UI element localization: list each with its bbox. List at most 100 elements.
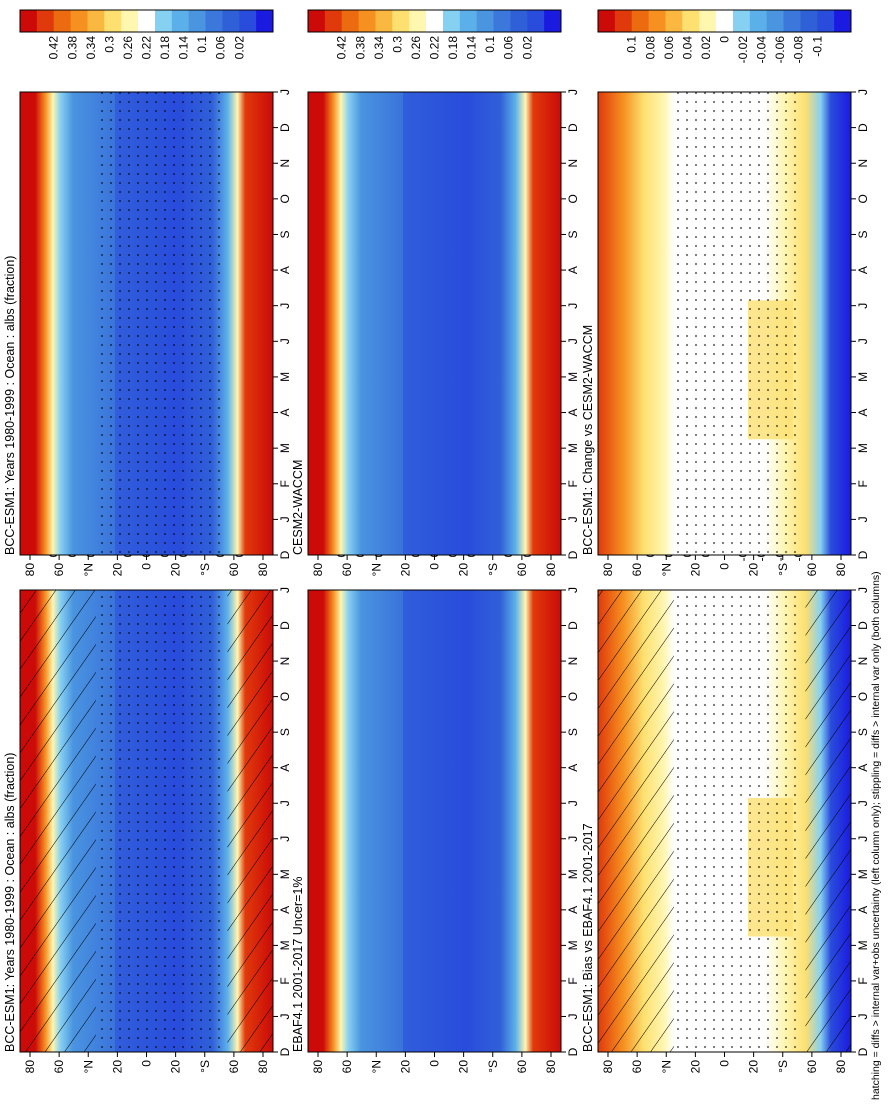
month-tick-label: S [566,728,580,736]
lat-tick-label: 20 [110,563,124,577]
month-tick-label: D [278,123,292,132]
colorbar-swatch [239,10,257,32]
month-tick-label: J [856,1013,870,1019]
month-tick-label: S [566,230,580,238]
month-tick-label: J [566,1013,580,1019]
lat-tick-label: 60 [630,1060,644,1074]
lat-tick-label: 80 [834,1060,848,1074]
colorbar-tick-label: 0.1 [483,36,497,53]
colorbar-tick-label: 0.08 [643,36,657,60]
colorbar-tick-label: 0.22 [140,36,154,60]
colorbar-swatch [783,10,801,32]
month-tick-label: J [278,338,292,344]
month-tick-label: M [566,443,580,453]
colorbar-tick-label: 0.02 [520,36,534,60]
colorbar-tick-label: 0.06 [662,36,676,60]
colorbar-swatch [121,10,139,32]
panel-title: BCC-ESM1: Change vs CESM2-WACCM [581,325,595,555]
colorbar-swatch [256,10,274,32]
colorbar-frame [19,9,274,33]
colorbar-tick-label: 0.3 [102,36,116,53]
colorbar-swatch [665,10,683,32]
colorbar-tick-label: 0.18 [446,36,460,60]
colorbar-swatch [53,10,72,32]
colorbar-tick-label: 0.3 [390,36,404,53]
colorbar-tick-label: 0.38 [65,36,79,60]
month-tick-label: J [278,1013,292,1019]
lat-tick-label: 20 [457,563,471,577]
lat-tick-label: °S [486,1060,500,1073]
colorbar-swatch [104,10,122,32]
colorbar-swatch [800,10,818,32]
lat-tick-label: 80 [601,563,615,577]
lat-tick-label: 20 [169,1060,183,1074]
colorbar-swatch [614,10,633,32]
lat-tick-label: 60 [515,563,529,577]
month-tick-label: A [278,409,292,417]
lat-tick-label: 0 [718,1060,732,1067]
hatching-overlay-south [805,590,851,1052]
month-tick-label: N [856,657,870,666]
lat-tick-label: 20 [457,1060,471,1074]
lat-tick-label: 60 [52,1060,66,1074]
lat-tick-label: 60 [805,563,819,577]
colorbar-swatch [392,10,410,32]
month-tick-label: S [278,728,292,736]
colorbar-tick-label: 0.34 [372,36,386,60]
colorbar-swatch [476,10,495,32]
month-tick-label: M [856,372,870,382]
colorbar-tick-label: 0.02 [232,36,246,60]
lat-tick-label: 60 [227,1060,241,1074]
month-tick-label: N [856,159,870,168]
month-tick-label: D [278,550,292,559]
month-tick-label: A [856,906,870,914]
lat-tick-label: 20 [110,1060,124,1074]
month-tick-label: A [856,764,870,772]
panel-title: BCC-ESM1: Bias vs EBAF4.1 2001-2017 [581,823,595,1052]
lat-tick-label: °S [486,563,500,576]
colorbar-swatch [188,10,207,32]
lat-tick-label: 80 [256,1060,270,1074]
figure-footnote: hatching = diffs > internal var+obs unce… [870,571,882,1100]
month-tick-label: J [856,303,870,309]
month-tick-label: J [566,338,580,344]
colorbar-tick-label: 0.14 [177,36,191,60]
month-tick-label: D [278,1047,292,1056]
month-tick-label: M [856,940,870,950]
lat-tick-label: °N [81,1060,95,1073]
month-tick-label: M [566,869,580,879]
colorbar-swatch [817,10,835,32]
colorbar-tick-label: 0 [718,36,732,43]
lat-tick-label: 80 [23,563,37,577]
month-tick-label: J [566,89,580,95]
colorbar-swatch [459,10,478,32]
lat-tick-label: 60 [515,1060,529,1074]
month-tick-label: J [856,587,870,593]
month-tick-label: J [278,800,292,806]
colorbar-swatch [205,10,223,32]
month-tick-label: A [566,266,580,274]
heatmap-band-tropics [403,92,473,555]
month-tick-label: O [856,692,870,701]
colorbar-swatch [409,10,427,32]
colorbar-swatch [138,10,156,32]
colorbar-swatch [341,10,360,32]
month-tick-label: A [566,906,580,914]
colorbar-tick-label: 0.02 [699,36,713,60]
month-tick-label: J [278,89,292,95]
lat-tick-label: 60 [805,1060,819,1074]
lat-tick-label: 20 [688,563,702,577]
month-tick-label: J [856,836,870,842]
panel-left-bottom: BCC-ESM1: Bias vs EBAF4.1 2001-2017 D J F M A… [581,507,870,1074]
month-tick-label: S [856,728,870,736]
lat-tick-label: 60 [340,1060,354,1074]
lat-tick-label: °N [81,563,95,576]
month-tick-label: J [566,800,580,806]
month-tick-label: M [856,869,870,879]
colorbar-tick-label: -0.02 [736,36,750,64]
colorbar-swatch [171,10,190,32]
month-tick-label: J [278,303,292,309]
month-tick-label: A [856,409,870,417]
colorbar-swatch [308,10,326,32]
